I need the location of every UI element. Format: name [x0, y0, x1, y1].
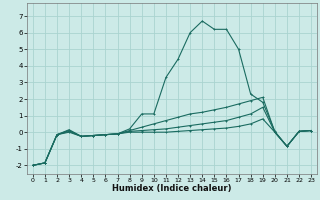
X-axis label: Humidex (Indice chaleur): Humidex (Indice chaleur): [112, 184, 232, 193]
